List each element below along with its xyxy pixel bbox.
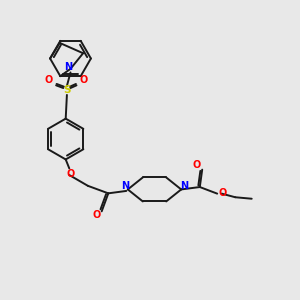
Text: N: N xyxy=(121,181,129,191)
Text: O: O xyxy=(80,75,88,85)
Text: O: O xyxy=(92,210,100,220)
Text: O: O xyxy=(45,75,53,85)
Text: S: S xyxy=(63,85,71,95)
Text: N: N xyxy=(64,62,72,72)
Text: O: O xyxy=(192,160,200,170)
Text: O: O xyxy=(67,169,75,178)
Text: O: O xyxy=(218,188,226,198)
Text: N: N xyxy=(180,181,188,191)
